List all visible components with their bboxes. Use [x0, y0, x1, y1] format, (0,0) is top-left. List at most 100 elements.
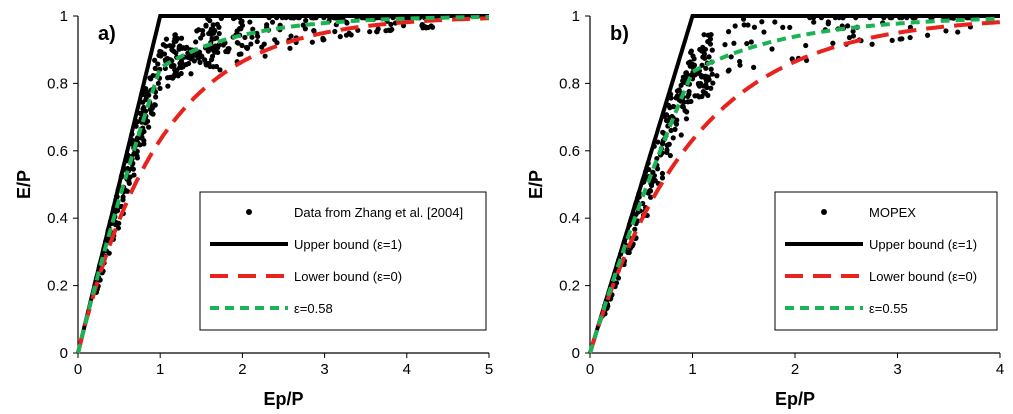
data-point — [699, 62, 705, 68]
y-tick-label: 0.8 — [559, 75, 580, 92]
data-point — [152, 57, 158, 63]
data-point — [274, 40, 280, 46]
data-point — [703, 65, 709, 71]
legend-box — [774, 191, 998, 331]
legend-label: Upper bound (ε=1) — [869, 237, 977, 252]
data-point — [236, 26, 243, 32]
data-point — [153, 94, 159, 100]
data-point — [259, 44, 265, 50]
data-point — [728, 54, 734, 60]
data-point — [200, 31, 206, 38]
data-point — [300, 22, 306, 28]
data-point — [287, 45, 293, 51]
y-tick-label: 0 — [60, 345, 68, 362]
data-point — [262, 53, 268, 59]
data-point — [239, 42, 245, 49]
data-point — [112, 221, 119, 228]
data-point — [428, 23, 434, 29]
data-point — [156, 52, 162, 58]
data-point — [209, 35, 215, 42]
data-point — [708, 85, 714, 91]
data-point — [197, 59, 203, 65]
data-point — [288, 33, 294, 39]
data-point — [850, 33, 857, 39]
data-point — [708, 31, 714, 38]
data-point — [210, 30, 217, 36]
data-point — [184, 44, 190, 50]
data-point — [680, 104, 686, 110]
data-point — [668, 127, 674, 134]
data-point — [664, 142, 670, 149]
data-point — [924, 32, 931, 38]
x-tick-label: 5 — [485, 361, 493, 378]
data-point — [175, 73, 181, 79]
data-point — [659, 170, 666, 177]
data-point — [846, 34, 853, 41]
data-point — [667, 152, 673, 159]
data-point — [678, 132, 684, 138]
data-point — [707, 36, 714, 42]
data-point — [673, 95, 679, 101]
legend-marker-points — [821, 209, 827, 215]
data-point — [744, 40, 750, 47]
data-point — [148, 76, 154, 82]
data-point — [725, 68, 731, 74]
data-point — [943, 28, 949, 34]
data-point — [178, 58, 185, 64]
legend-marker-points — [246, 209, 252, 215]
data-point — [703, 77, 709, 84]
x-tick-label: 0 — [74, 361, 82, 378]
upper-bound-line — [76, 14, 489, 354]
data-point — [247, 19, 253, 25]
data-point — [311, 28, 317, 34]
data-point — [732, 23, 738, 29]
legend-label: MOPEX — [869, 205, 916, 220]
data-point — [825, 19, 831, 25]
legend-label: ε=0.58 — [294, 301, 333, 316]
data-point — [139, 134, 145, 141]
data-point — [664, 147, 670, 153]
data-point — [161, 51, 168, 57]
data-point — [830, 40, 836, 46]
data-point — [206, 46, 213, 52]
lower-bound-line — [588, 20, 1001, 354]
data-point — [155, 61, 161, 67]
data-point — [780, 24, 786, 30]
data-point — [203, 22, 209, 28]
x-tick-label: 4 — [996, 361, 1004, 378]
data-point — [745, 22, 751, 28]
data-point — [705, 92, 711, 98]
legend: Data from Zhang et al. [2004] Upper bound… — [199, 191, 487, 331]
data-point — [202, 57, 208, 63]
data-point — [244, 45, 251, 51]
data-point — [383, 28, 389, 34]
data-point — [131, 150, 137, 157]
data-point — [200, 27, 206, 34]
data-point — [169, 47, 175, 53]
y-tick-label: 0.4 — [559, 210, 580, 227]
data-point — [343, 32, 350, 38]
data-point — [165, 83, 171, 89]
data-point — [208, 26, 214, 32]
x-axis-label: Ep/P — [775, 389, 815, 409]
data-point — [157, 48, 163, 55]
data-point — [309, 39, 315, 45]
data-point — [691, 62, 698, 68]
data-point — [155, 80, 162, 86]
x-tick-label: 0 — [586, 361, 594, 378]
data-point — [737, 62, 743, 68]
data-point — [150, 111, 156, 117]
data-point — [670, 135, 676, 141]
legend: MOPEX Upper bound (ε=1) Lower bound (ε=0) ε… — [774, 191, 998, 331]
data-point — [163, 36, 170, 42]
data-point — [678, 82, 684, 88]
x-tick-label: 2 — [238, 361, 246, 378]
data-point — [702, 55, 708, 61]
panel-label: b) — [610, 23, 629, 45]
data-point — [242, 34, 248, 41]
data-point — [700, 44, 706, 50]
data-point — [320, 37, 326, 43]
data-point — [212, 49, 218, 55]
legend-label: Data from Zhang et al. [2004] — [294, 205, 463, 220]
